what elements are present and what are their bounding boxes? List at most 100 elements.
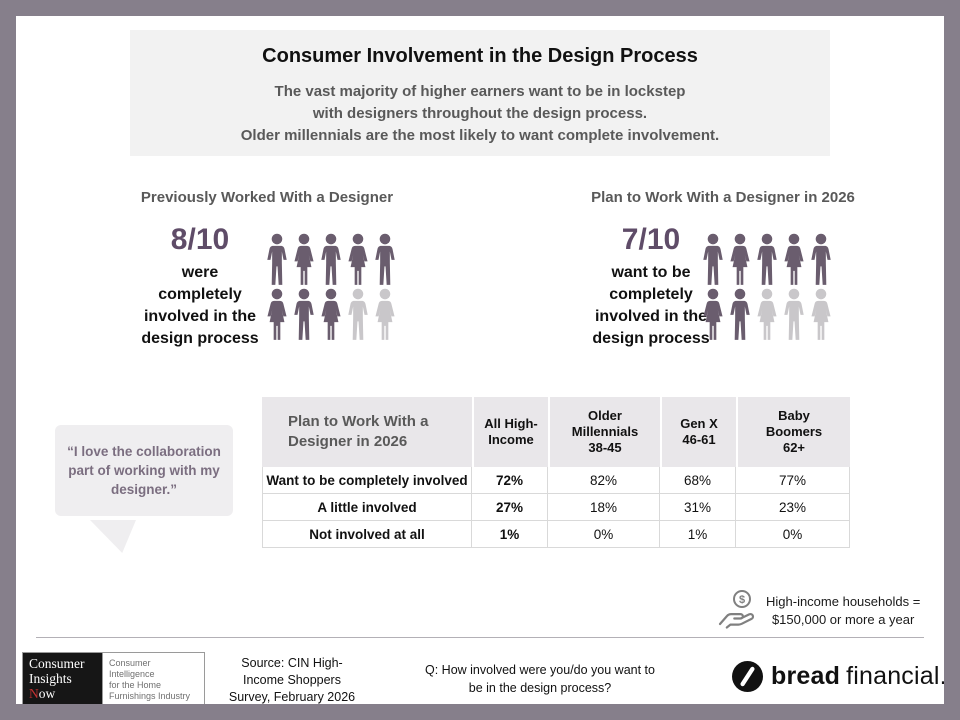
woman-icon xyxy=(321,288,341,340)
table-body: Want to be completely involved 72% 82% 68% 7… xyxy=(262,467,850,548)
stat-caption-line: involved in the xyxy=(594,308,707,325)
table-value: 72% xyxy=(472,467,548,494)
subtitle-line: with designers throughout the design pro… xyxy=(312,105,648,122)
table-value: 27% xyxy=(472,494,548,521)
bread-financial-logo: bread financial. xyxy=(732,661,947,692)
cin-logo-line: Insights xyxy=(29,671,72,686)
right-stat-caption: want to be completely involved in the desig… xyxy=(572,262,730,350)
woman-icon xyxy=(784,233,804,285)
man-icon xyxy=(375,233,395,285)
subtitle-line: The vast majority of higher earners want… xyxy=(274,83,686,100)
table-row: A little involved 27% 18% 31% 23% xyxy=(262,494,850,521)
woman-icon xyxy=(757,288,777,340)
table-row: Not involved at all 1% 0% 1% 0% xyxy=(262,521,850,548)
stat-caption-line: completely xyxy=(609,286,693,303)
column-header: Gen X 46-61 xyxy=(660,397,736,467)
table-value: 18% xyxy=(548,494,660,521)
right-ratio-value: 7/10 xyxy=(621,223,681,256)
income-note: $ High-income households = $150,000 or mo… xyxy=(714,588,920,634)
source-line: Survey, February 2026 xyxy=(228,690,356,704)
plan-table: Plan to Work With a Designer in 2026 All… xyxy=(262,397,850,548)
row-label: Not involved at all xyxy=(262,521,472,548)
footer-divider xyxy=(36,637,924,638)
table-header-row: Plan to Work With a Designer in 2026 All… xyxy=(262,397,850,467)
survey-question: Q: How involved were you/do you want to b… xyxy=(390,661,690,697)
left-section-heading: Previously Worked With a Designer xyxy=(140,189,394,206)
column-header: Older Millennials 38-45 xyxy=(548,397,660,467)
income-note-text: High-income households = $150,000 or more… xyxy=(766,593,920,629)
man-icon xyxy=(703,233,723,285)
table-value: 1% xyxy=(472,521,548,548)
question-line: be in the design process? xyxy=(468,681,612,695)
coin-hand-icon: $ xyxy=(718,590,755,629)
woman-icon xyxy=(375,288,395,340)
woman-icon xyxy=(730,233,750,285)
table-value: 82% xyxy=(548,467,660,494)
left-stat-caption: were completely involved in the design proc… xyxy=(120,262,280,350)
stat-caption-line: were xyxy=(181,264,219,281)
man-icon xyxy=(321,233,341,285)
man-icon xyxy=(348,288,368,340)
cin-logo-wordmark: Consumer Insights Now xyxy=(23,653,102,704)
table-value: 68% xyxy=(660,467,736,494)
cin-tagline-line: Consumer Intelligence xyxy=(109,658,155,679)
left-stat-block: 8/10 were completely involved in the design… xyxy=(120,223,280,350)
cin-logo-tagline: Consumer Intelligence for the Home Furnish… xyxy=(102,653,204,704)
man-icon xyxy=(784,288,804,340)
table-value: 1% xyxy=(660,521,736,548)
income-note-line: High-income households = xyxy=(766,594,921,609)
woman-icon xyxy=(703,288,723,340)
table-value: 0% xyxy=(548,521,660,548)
bread-financial-icon xyxy=(732,661,763,692)
table-row: Want to be completely involved 72% 82% 68% 7… xyxy=(262,467,850,494)
consumer-insights-now-logo: Consumer Insights Now Consumer Intellige… xyxy=(22,652,205,704)
title-panel: Consumer Involvement in the Design Proce… xyxy=(130,30,830,156)
man-icon xyxy=(730,288,750,340)
subtitle: The vast majority of higher earners want… xyxy=(130,81,830,147)
man-icon xyxy=(811,233,831,285)
woman-icon xyxy=(811,288,831,340)
stat-caption-line: design process xyxy=(141,330,259,347)
pictogram-right xyxy=(700,233,835,343)
source-line: Source: CIN High- xyxy=(241,656,343,670)
row-label: A little involved xyxy=(262,494,472,521)
source-line: Income Shoppers xyxy=(243,673,341,687)
table-value: 31% xyxy=(660,494,736,521)
income-note-line: $150,000 or more a year xyxy=(771,612,915,627)
cin-logo-line: Consumer xyxy=(29,656,85,671)
row-label: Want to be completely involved xyxy=(262,467,472,494)
man-icon xyxy=(757,233,777,285)
stat-caption-line: design process xyxy=(592,330,710,347)
left-ratio-value: 8/10 xyxy=(170,223,230,256)
table-value: 0% xyxy=(736,521,850,548)
right-stat-block: 7/10 want to be completely involved in the… xyxy=(572,223,730,350)
cin-tagline-line: Furnishings Industry xyxy=(109,691,191,701)
source-note: Source: CIN High- Income Shoppers Survey, … xyxy=(202,655,382,704)
woman-icon xyxy=(294,233,314,285)
svg-text:$: $ xyxy=(739,594,745,606)
cin-logo-line: Now xyxy=(29,686,56,701)
stat-caption-line: completely xyxy=(158,286,242,303)
woman-icon xyxy=(348,233,368,285)
column-header: All High- Income xyxy=(472,397,548,467)
page-title: Consumer Involvement in the Design Proce… xyxy=(262,45,698,67)
woman-icon xyxy=(267,288,287,340)
stat-caption-line: want to be xyxy=(611,264,691,281)
question-line: Q: How involved were you/do you want to xyxy=(425,663,655,677)
table-title: Plan to Work With a Designer in 2026 xyxy=(262,397,472,467)
pictogram-left xyxy=(264,233,399,343)
cin-tagline-line: for the Home xyxy=(109,680,162,690)
subtitle-line: Older millennials are the most likely to… xyxy=(240,127,720,144)
man-icon xyxy=(294,288,314,340)
table-value: 77% xyxy=(736,467,850,494)
quote-bubble-tail xyxy=(90,520,136,553)
bread-financial-wordmark: bread financial. xyxy=(771,662,947,690)
column-header: Baby Boomers 62+ xyxy=(736,397,850,467)
man-icon xyxy=(267,233,287,285)
right-section-heading: Plan to Work With a Designer in 2026 xyxy=(591,189,855,206)
stat-caption-line: involved in the xyxy=(143,308,256,325)
quote-bubble: “I love the collaboration part of workin… xyxy=(55,425,233,516)
quote-text: “I love the collaboration part of workin… xyxy=(67,444,221,497)
table-value: 23% xyxy=(736,494,850,521)
